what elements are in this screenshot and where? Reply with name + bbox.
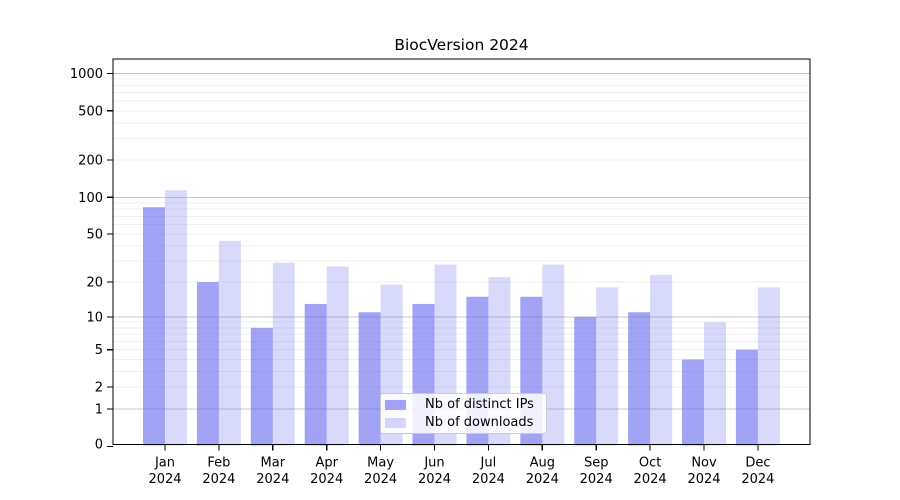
bar-distinct-ips-apr xyxy=(304,303,327,446)
axes: 0 1 2 5 10 20 50 100 200 500 1000 Jan 2024 Feb 2024 Mar… xyxy=(70,58,811,488)
plot-frame xyxy=(112,58,811,446)
x-tick-label-jan: Jan 2024 xyxy=(148,456,181,488)
y-tick-label-500: 500 xyxy=(78,104,103,119)
y-tick-label-20: 20 xyxy=(86,276,103,291)
bar-distinct-ips-jan xyxy=(143,207,165,446)
y-tick-label-50: 50 xyxy=(86,228,103,243)
legend-swatch-distinct-ips xyxy=(385,399,406,410)
bar-downloads-mar xyxy=(272,262,295,446)
x-tick-label-aug: Aug 2024 xyxy=(526,456,559,488)
y-tick-label-0: 0 xyxy=(95,438,103,453)
bar-downloads-sep xyxy=(596,287,619,446)
bar-distinct-ips-dec xyxy=(735,349,758,446)
x-tick-label-sep: Sep 2024 xyxy=(580,456,613,488)
y-tick-label-1000: 1000 xyxy=(70,67,103,82)
y-tick-label-1: 1 xyxy=(95,402,103,417)
bar-downloads-feb xyxy=(218,240,241,446)
x-tick-label-jun: Jun 2024 xyxy=(418,456,451,488)
bar-downloads-jan xyxy=(165,190,187,446)
y-tick-label-100: 100 xyxy=(78,191,103,206)
legend-swatch-downloads xyxy=(385,417,406,428)
y-tick-label-5: 5 xyxy=(95,343,103,358)
bar-distinct-ips-may xyxy=(358,312,381,446)
bar-downloads-dec xyxy=(757,287,780,446)
x-tick-label-oct: Oct 2024 xyxy=(634,456,667,488)
x-tick-label-jul: Jul 2024 xyxy=(472,456,505,488)
legend: Nb of distinct IPs Nb of downloads xyxy=(380,393,547,434)
bar-distinct-ips-feb xyxy=(196,282,219,446)
bar-distinct-ips-mar xyxy=(250,327,273,446)
legend-label-downloads: Nb of downloads xyxy=(425,415,534,430)
bar-distinct-ips-oct xyxy=(628,312,651,446)
x-tick-label-feb: Feb 2024 xyxy=(202,456,235,488)
chart-title: BiocVersion 2024 xyxy=(394,36,529,54)
bar-downloads-oct xyxy=(650,274,673,446)
y-tick-label-2: 2 xyxy=(95,381,103,396)
x-tick-label-may: May 2024 xyxy=(364,456,397,488)
legend-item-distinct-ips: Nb of distinct IPs xyxy=(385,397,546,412)
y-tick-label-200: 200 xyxy=(78,154,103,169)
bar-downloads-nov xyxy=(704,322,726,446)
x-tick-label-apr: Apr 2024 xyxy=(310,456,343,488)
bar-distinct-ips-sep xyxy=(574,316,597,446)
legend-item-downloads: Nb of downloads xyxy=(385,415,546,430)
x-tick-label-dec: Dec 2024 xyxy=(741,456,774,488)
legend-label-distinct-ips: Nb of distinct IPs xyxy=(425,397,534,412)
bar-downloads-apr xyxy=(326,266,349,446)
bar-downloads-aug xyxy=(542,264,565,446)
x-tick-label-mar: Mar 2024 xyxy=(256,456,289,488)
y-tick-label-10: 10 xyxy=(86,310,103,325)
bar-distinct-ips-nov xyxy=(682,359,704,446)
x-tick-label-nov: Nov 2024 xyxy=(687,456,720,488)
